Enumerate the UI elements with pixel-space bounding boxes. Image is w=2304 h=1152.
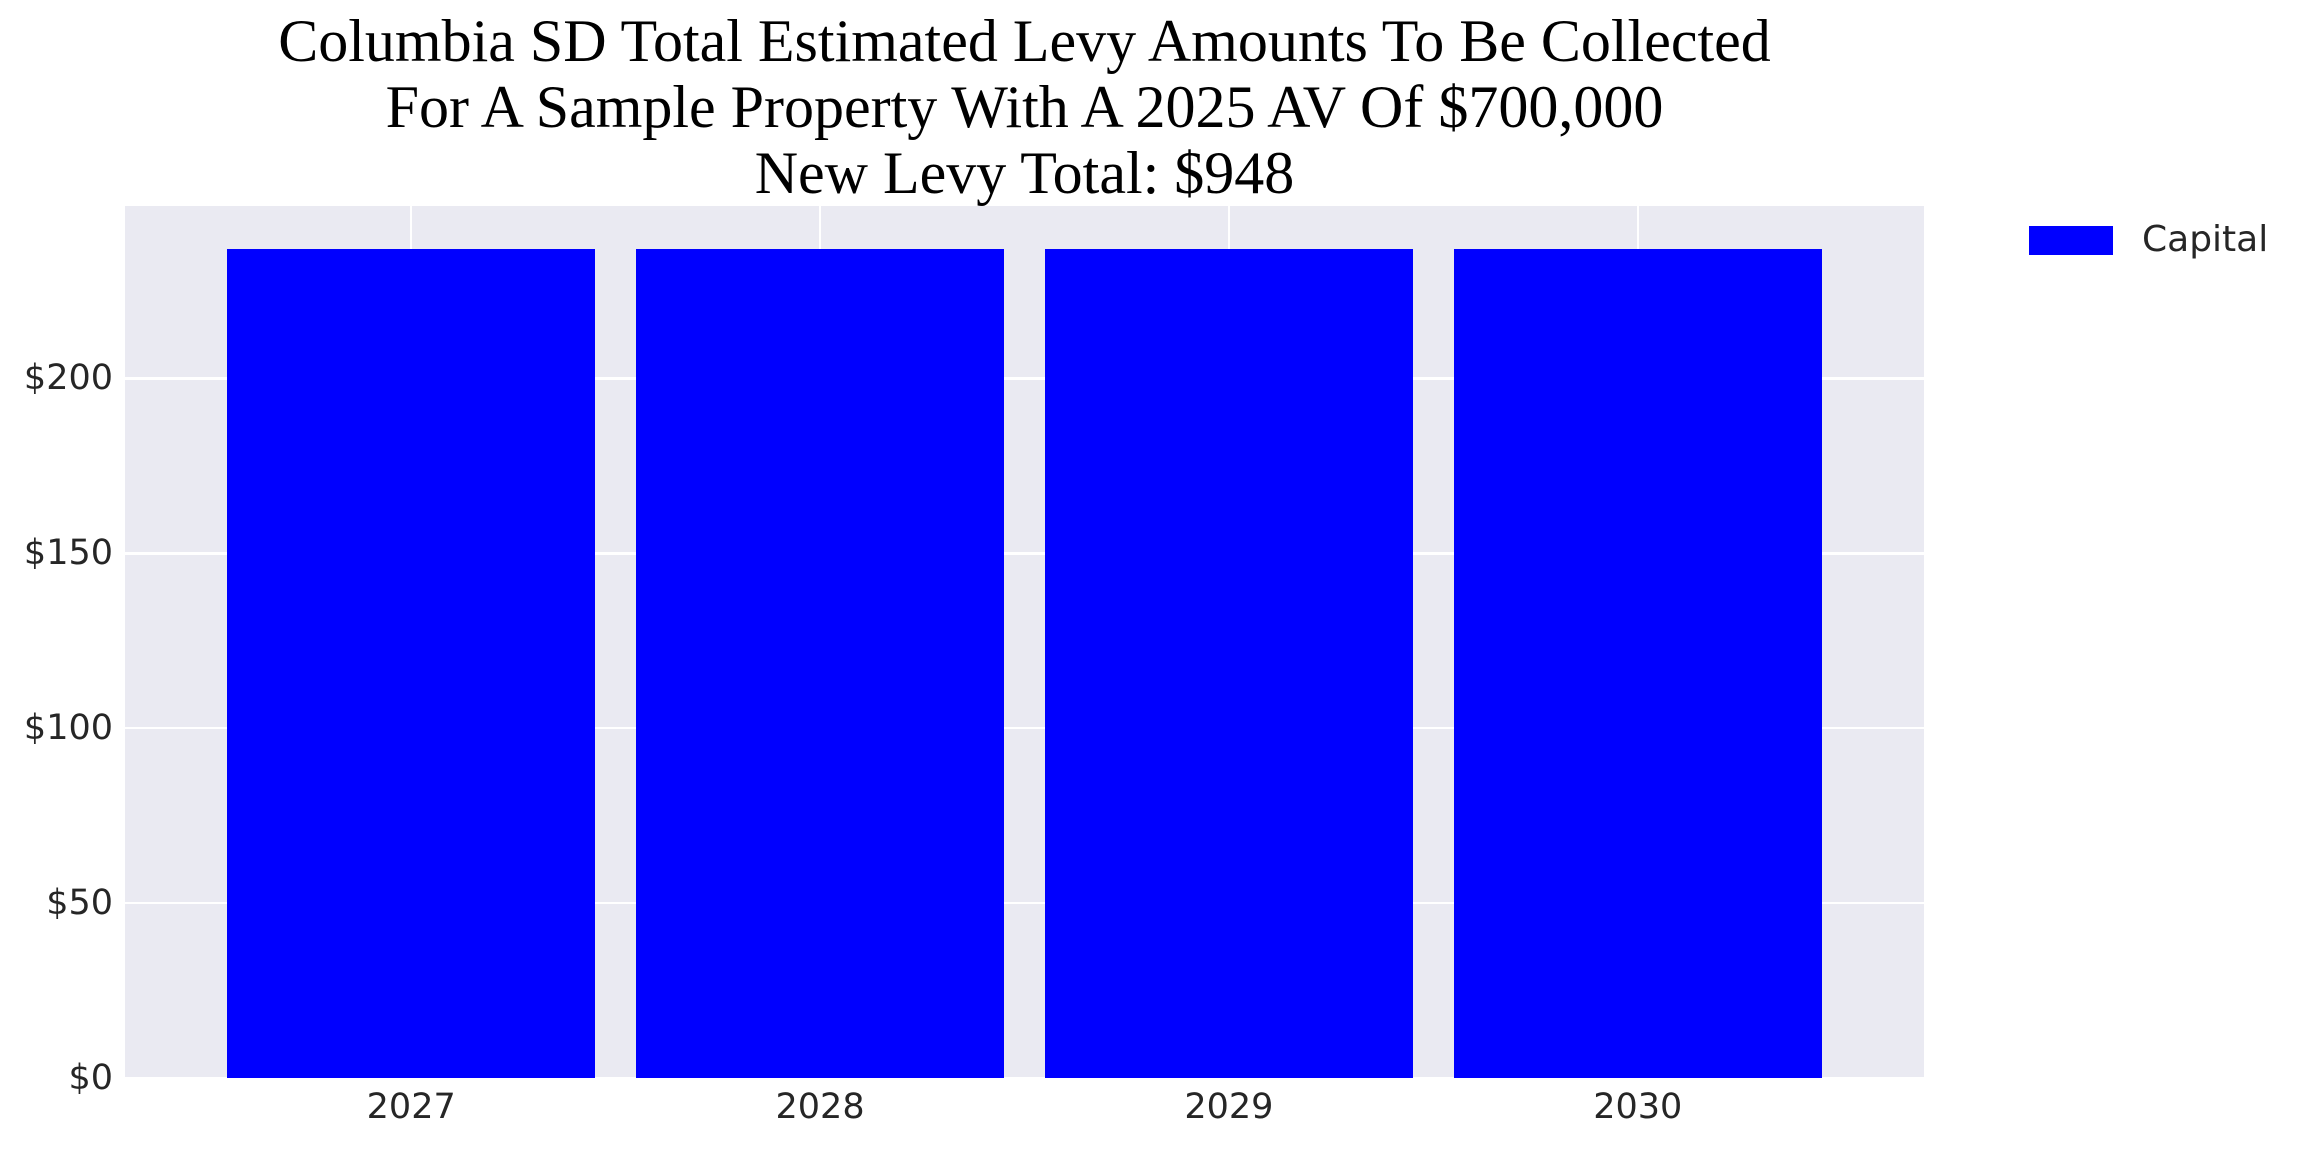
x-tick-label-2027: 2027 bbox=[366, 1087, 456, 1127]
legend-label-capital: Capital bbox=[2142, 219, 2269, 260]
y-tick-label-$200: $200 bbox=[23, 358, 113, 399]
legend-swatch-capital bbox=[2029, 225, 2113, 255]
bar-capital-2030 bbox=[1453, 249, 1822, 1078]
gridline-h-$150 bbox=[125, 552, 1924, 555]
bar-capital-2029 bbox=[1044, 249, 1413, 1078]
y-tick-label-$50: $50 bbox=[46, 883, 113, 924]
legend: Capital bbox=[2029, 219, 2268, 261]
chart-title-line-3: New Levy Total: $948 bbox=[754, 140, 1295, 206]
bar-capital-2028 bbox=[636, 249, 1005, 1078]
chart-title-line-1: Columbia SD Total Estimated Levy Amounts… bbox=[278, 8, 1771, 74]
x-tick-label-2028: 2028 bbox=[775, 1087, 865, 1127]
x-tick-label-2030: 2030 bbox=[1593, 1087, 1683, 1127]
gridline-h-$50 bbox=[125, 901, 1924, 905]
y-tick-label-$100: $100 bbox=[23, 708, 113, 749]
y-tick-label-$0: $0 bbox=[68, 1058, 113, 1098]
chart-title: Columbia SD Total Estimated Levy Amounts… bbox=[125, 8, 1924, 206]
x-tick-label-2029: 2029 bbox=[1184, 1087, 1274, 1127]
chart-title-line-2: For A Sample Property With A 2025 AV Of … bbox=[385, 74, 1664, 140]
bar-capital-2027 bbox=[227, 249, 596, 1078]
plot-area bbox=[125, 206, 1924, 1080]
gridline-h-$0 bbox=[125, 1076, 1924, 1080]
gridline-h-$100 bbox=[125, 726, 1924, 730]
y-tick-label-$150: $150 bbox=[23, 533, 113, 574]
gridline-h-$200 bbox=[125, 377, 1924, 380]
